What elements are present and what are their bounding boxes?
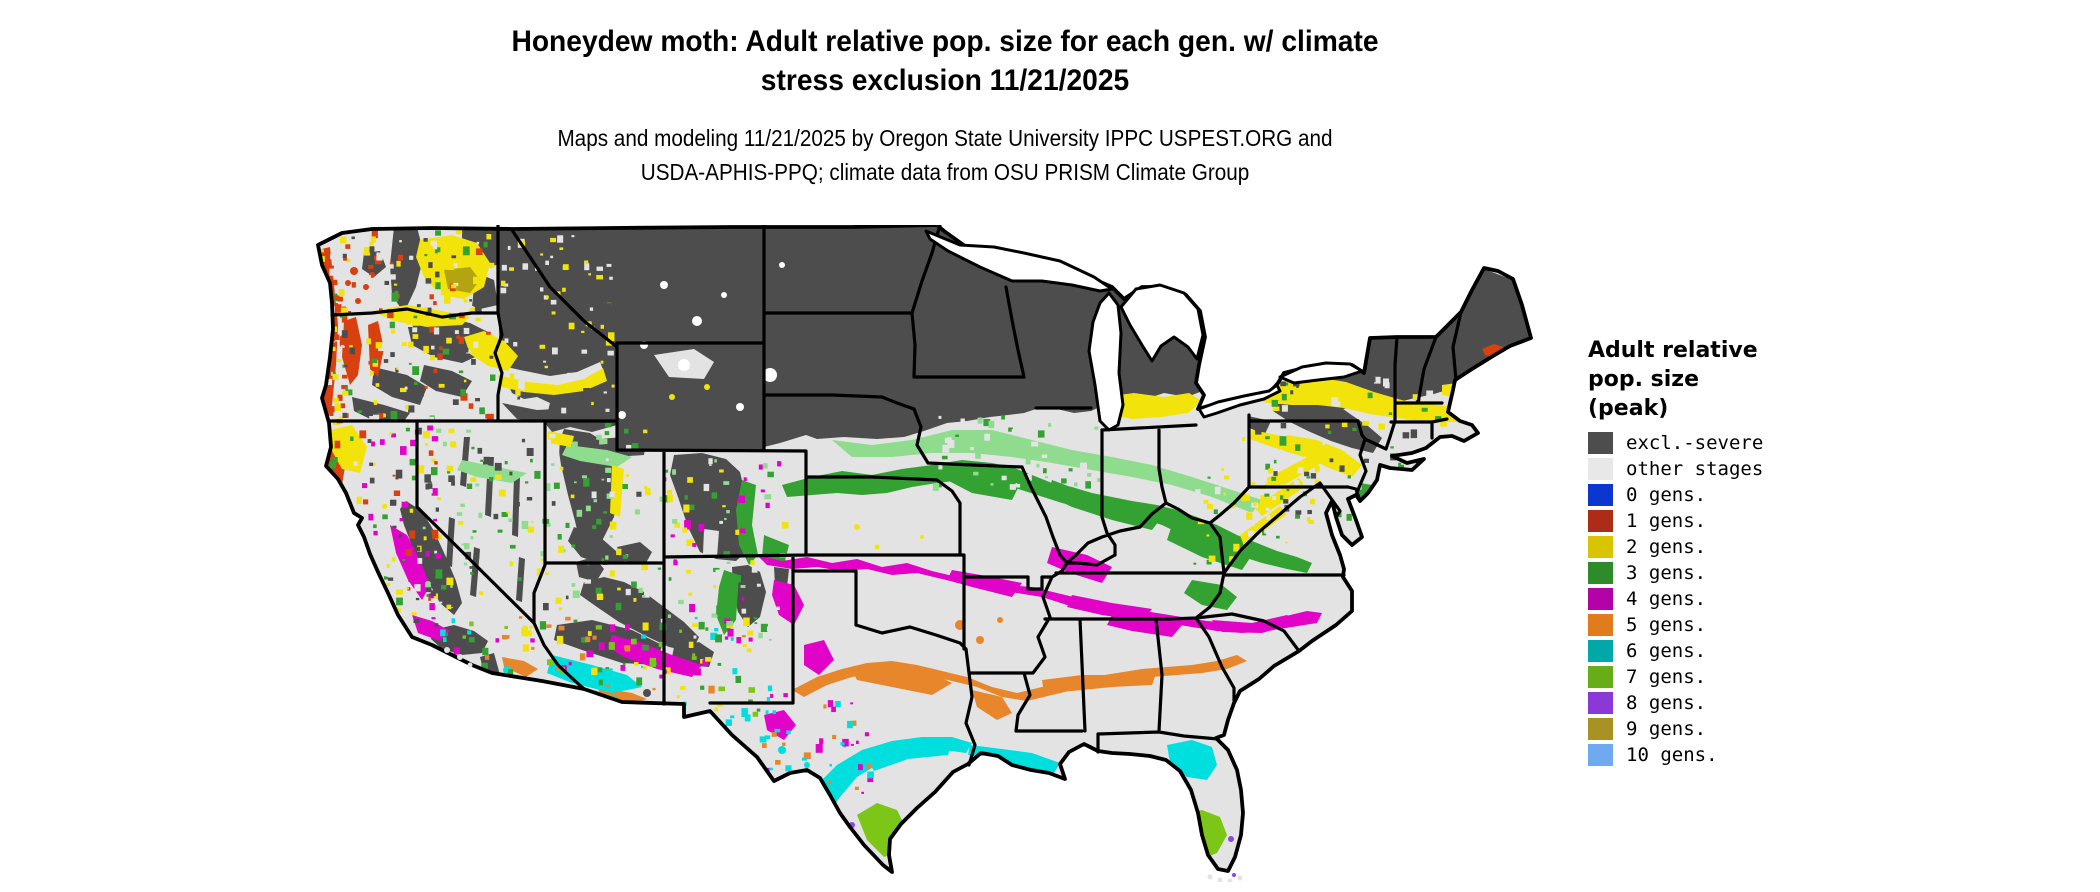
lake-ontario — [1278, 361, 1364, 385]
great-lakes — [924, 229, 1364, 432]
legend-label: 0 gens. — [1626, 484, 1707, 506]
legend-item: excl.-severe — [1588, 432, 1818, 454]
legend-swatch — [1588, 484, 1613, 506]
lake-superior — [924, 229, 1114, 293]
chart-subtitle: Maps and modeling 11/21/2025 by Oregon S… — [95, 121, 1796, 189]
legend-label: 10 gens. — [1626, 744, 1718, 766]
legend-item: 9 gens. — [1588, 718, 1818, 740]
legend-item: 4 gens. — [1588, 588, 1818, 610]
legend-item: 7 gens. — [1588, 666, 1818, 688]
legend-swatch — [1588, 614, 1613, 636]
gens3-layer — [457, 430, 1398, 635]
legend-swatch — [1588, 588, 1613, 610]
legend: Adult relative pop. size (peak) excl.-seve… — [1588, 336, 1818, 770]
legend-label: 9 gens. — [1626, 718, 1707, 740]
chart-title: Honeydew moth: Adult relative pop. size … — [57, 22, 1834, 100]
legend-swatch — [1588, 458, 1613, 480]
legend-item: 1 gens. — [1588, 510, 1818, 532]
legend-swatch — [1588, 562, 1613, 584]
legend-item: 0 gens. — [1588, 484, 1818, 506]
chart-subtitle-line1: Maps and modeling 11/21/2025 by Oregon S… — [557, 125, 1333, 151]
legend-swatch — [1588, 432, 1613, 454]
gens8-layer — [849, 822, 1240, 872]
legend-title: Adult relative pop. size (peak) — [1588, 336, 1818, 423]
lake-michigan — [1087, 291, 1125, 432]
legend-item: 6 gens. — [1588, 640, 1818, 662]
map-svg — [316, 225, 1533, 882]
chart-subtitle-line2: USDA-APHIS-PPQ; climate data from OSU PR… — [640, 159, 1250, 185]
legend-label: 1 gens. — [1626, 510, 1707, 532]
legend-title-line: pop. size — [1588, 367, 1699, 392]
chart-title-line2: stress exclusion 11/21/2025 — [760, 64, 1130, 97]
legend-item: 10 gens. — [1588, 744, 1818, 766]
legend-item: 2 gens. — [1588, 536, 1818, 558]
legend-label: 6 gens. — [1626, 640, 1707, 662]
legend-item: 3 gens. — [1588, 562, 1818, 584]
legend-title-line: (peak) — [1588, 396, 1669, 421]
legend-label: 8 gens. — [1626, 692, 1707, 714]
lake-erie — [1197, 383, 1282, 419]
legend-label: excl.-severe — [1626, 432, 1764, 454]
legend-item: other stages — [1588, 458, 1818, 480]
legend-swatch — [1588, 640, 1613, 662]
legend-swatch — [1588, 718, 1613, 740]
legend-label: 2 gens. — [1626, 536, 1707, 558]
legend-swatch — [1588, 510, 1613, 532]
legend-swatch — [1588, 666, 1613, 688]
legend-swatch — [1588, 744, 1613, 766]
legend-label: 3 gens. — [1626, 562, 1707, 584]
chart-title-line1: Honeydew moth: Adult relative pop. size … — [511, 25, 1379, 58]
legend-title-line: Adult relative — [1588, 338, 1758, 363]
legend-label: 4 gens. — [1626, 588, 1707, 610]
state-borders — [327, 225, 1463, 767]
legend-item: 8 gens. — [1588, 692, 1818, 714]
islands — [444, 647, 1243, 882]
legend-label: other stages — [1626, 458, 1764, 480]
legend-label: 7 gens. — [1626, 666, 1707, 688]
legend-swatch — [1588, 692, 1613, 714]
us-generation-map — [312, 225, 1555, 882]
legend-label: 5 gens. — [1626, 614, 1707, 636]
lake-huron — [1119, 283, 1205, 363]
legend-item: 5 gens. — [1588, 614, 1818, 636]
legend-swatch — [1588, 536, 1613, 558]
legend-rows: excl.-severe other stages 0 gens. 1 gens. 2 … — [1588, 432, 1818, 766]
